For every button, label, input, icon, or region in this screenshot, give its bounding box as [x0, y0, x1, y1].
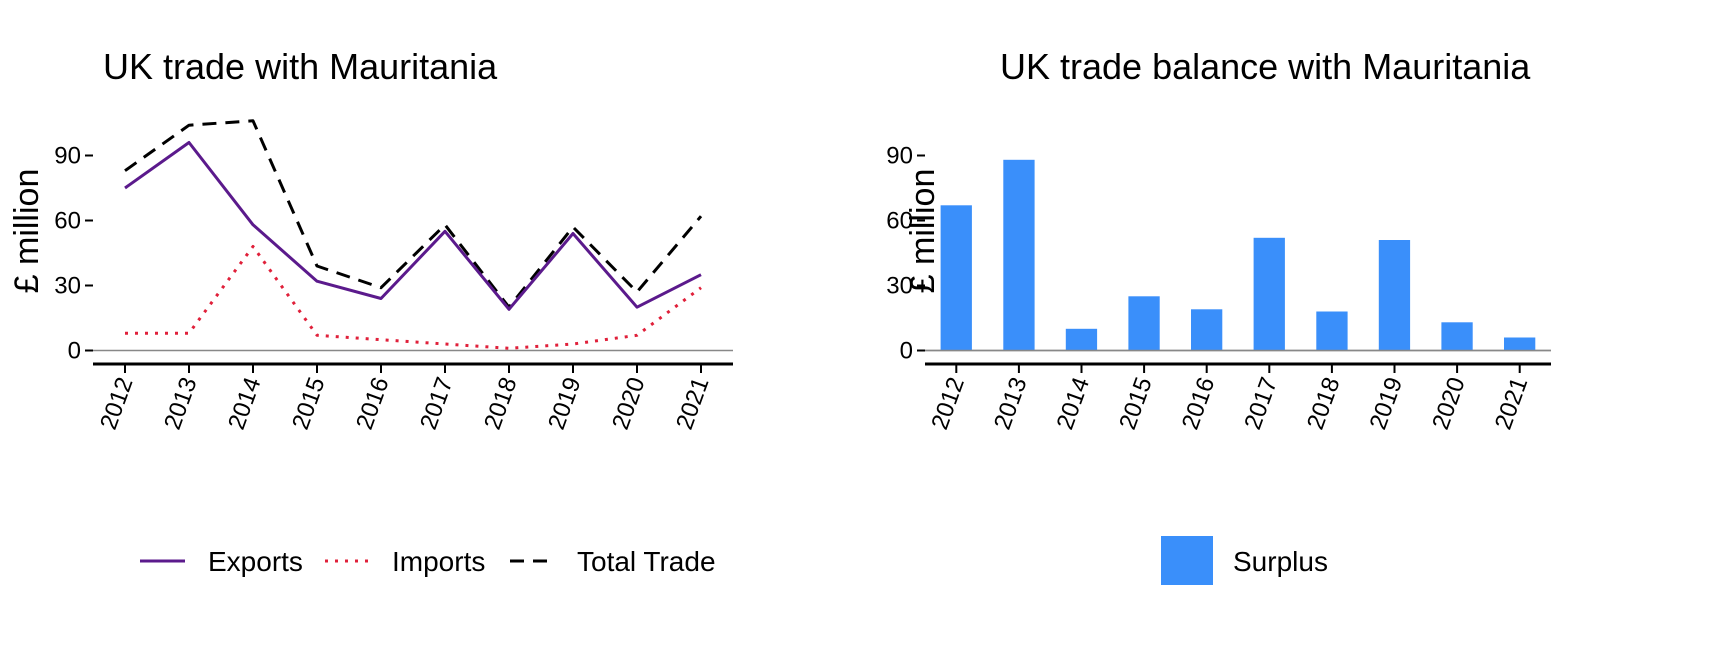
right-x-tick-label: 2017	[1239, 374, 1283, 433]
right-x-tick-label: 2013	[989, 374, 1033, 433]
right-x-tick-label: 2020	[1427, 374, 1471, 433]
left-x-tick-label: 2016	[351, 374, 395, 433]
trade-balance-bar-chart: UK trade balance with Mauritania £ milli…	[886, 46, 1551, 585]
series-line-imports	[125, 245, 702, 350]
legend-label-surplus: Surplus	[1233, 546, 1328, 577]
left-y-tick-label: 0	[68, 338, 81, 365]
right-x-tick-label: 2021	[1490, 374, 1534, 433]
bar-2018	[1316, 311, 1348, 351]
legend-label-imports: Imports	[392, 546, 485, 577]
series-line-exports	[124, 141, 702, 311]
left-x-tick-label: 2021	[671, 374, 715, 433]
legend-label-total-trade: Total Trade	[577, 546, 716, 577]
left-y-tick-label: 30	[54, 273, 81, 300]
right-y-tick-label: 90	[886, 143, 913, 170]
bar-2017	[1253, 237, 1285, 351]
right-x-tick-label: 2012	[926, 374, 970, 433]
left-y-tick-label: 90	[54, 143, 81, 170]
left-series-lines	[124, 119, 703, 350]
right-x-tick-label: 2018	[1302, 374, 1346, 433]
right-x-tick-label: 2014	[1052, 374, 1096, 433]
left-y-tick-label: 60	[54, 208, 81, 235]
right-x-tick-label: 2019	[1365, 374, 1409, 433]
bar-2021	[1504, 337, 1536, 351]
right-y-tick-label: 60	[886, 208, 913, 235]
left-x-tick-label: 2017	[415, 374, 459, 433]
right-y-tick-label: 30	[886, 273, 913, 300]
left-x-tick-label: 2015	[287, 374, 331, 433]
bar-2012	[940, 205, 972, 351]
left-y-axis-label: £ million	[8, 169, 46, 294]
bar-2020	[1441, 322, 1473, 351]
trade-line-chart: UK trade with Mauritania £ million 0 30 60…	[8, 46, 733, 577]
left-x-tick-label: 2014	[223, 374, 267, 433]
bar-2015	[1128, 296, 1160, 351]
legend-label-exports: Exports	[208, 546, 303, 577]
bar-2016	[1191, 309, 1223, 351]
bar-2013	[1003, 159, 1035, 351]
right-axes: 0 30 60 90 2012 2013 2014 2015 2016 2017 2018 2019 2…	[886, 143, 1551, 433]
right-x-tick-label: 2016	[1177, 374, 1221, 433]
bar-2019	[1378, 240, 1411, 351]
right-legend: Surplus	[1161, 536, 1328, 585]
right-bars	[925, 159, 1551, 352]
bar-2014	[1065, 328, 1098, 351]
left-legend: Exports Imports Total Trade	[140, 546, 716, 577]
left-x-tick-label: 2020	[607, 374, 651, 433]
legend-key-surplus	[1161, 536, 1213, 585]
right-y-tick-label: 0	[900, 338, 913, 365]
right-chart-title: UK trade balance with Mauritania	[1000, 46, 1531, 87]
right-y-axis-label: £ million	[904, 169, 942, 294]
left-x-tick-label: 2018	[479, 374, 523, 433]
left-x-tick-label: 2019	[543, 374, 587, 433]
left-chart-title: UK trade with Mauritania	[103, 46, 498, 87]
right-x-tick-label: 2015	[1114, 374, 1158, 433]
left-x-tick-label: 2013	[159, 374, 203, 433]
left-x-tick-label: 2012	[95, 374, 139, 433]
